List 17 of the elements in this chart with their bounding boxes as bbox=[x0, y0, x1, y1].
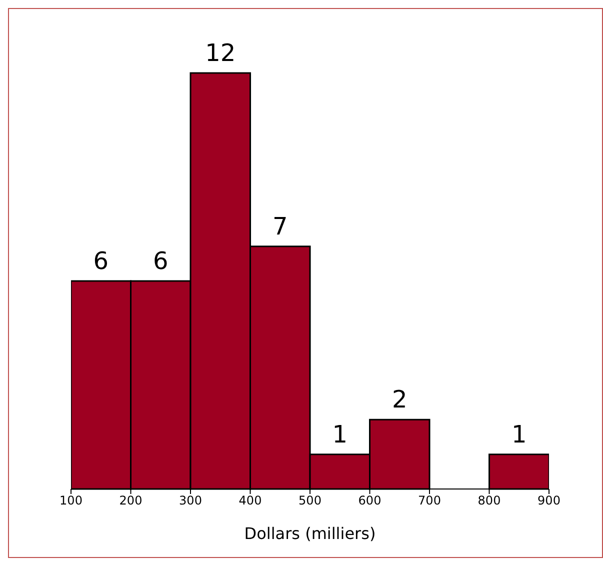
data-label: 12 bbox=[205, 39, 236, 67]
x-tick-label: 100 bbox=[60, 494, 82, 508]
data-label: 1 bbox=[511, 420, 527, 448]
x-tick-label: 700 bbox=[418, 494, 441, 508]
x-axis-title: Dollars (milliers) bbox=[244, 524, 376, 543]
data-label: 1 bbox=[332, 420, 348, 448]
x-tick-label: 300 bbox=[179, 494, 202, 508]
x-tick-label: 800 bbox=[478, 494, 501, 508]
data-label: 6 bbox=[152, 247, 168, 275]
data-label: 2 bbox=[392, 386, 408, 414]
x-tick-label: 400 bbox=[238, 494, 262, 508]
x-tick-label: 600 bbox=[358, 494, 382, 508]
x-tick-label: 200 bbox=[119, 494, 142, 508]
data-label: 7 bbox=[272, 212, 288, 240]
data-label: 6 bbox=[93, 247, 109, 275]
x-tick-label: 500 bbox=[298, 494, 322, 508]
x-tick-label: 900 bbox=[538, 494, 560, 508]
